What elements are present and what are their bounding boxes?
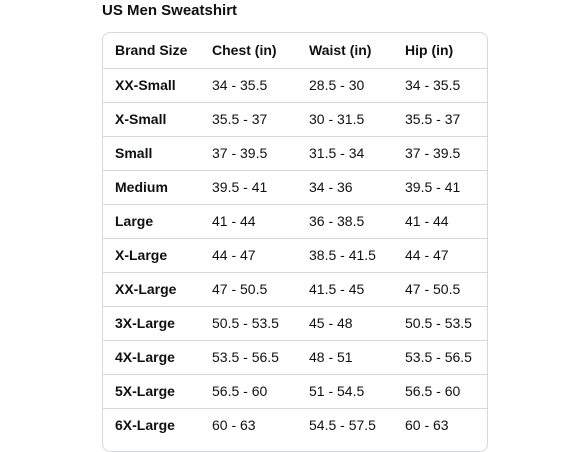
cell-brand-size: XX-Large [103, 272, 200, 307]
page-title: US Men Sweatshirt [102, 2, 238, 19]
cell-chest: 44 - 47 [200, 238, 297, 273]
table-row: Medium 39.5 - 41 34 - 36 39.5 - 41 [103, 170, 487, 205]
cell-chest: 37 - 39.5 [200, 136, 297, 171]
cell-hip: 37 - 39.5 [393, 136, 487, 171]
table-row: Small 37 - 39.5 31.5 - 34 37 - 39.5 [103, 136, 487, 171]
table-row: 3X-Large 50.5 - 53.5 45 - 48 50.5 - 53.5 [103, 306, 487, 341]
table-row: XX-Large 47 - 50.5 41.5 - 45 47 - 50.5 [103, 272, 487, 307]
header-hip: Hip (in) [393, 33, 487, 69]
cell-waist: 31.5 - 34 [297, 136, 393, 171]
cell-waist: 34 - 36 [297, 170, 393, 205]
cell-brand-size: 6X-Large [115, 417, 175, 434]
cell-brand-size: XX-Small [103, 68, 200, 103]
cell-chest: 50.5 - 53.5 [200, 306, 297, 341]
cell-waist: 51 - 54.5 [297, 374, 393, 409]
cell-waist: 30 - 31.5 [297, 102, 393, 137]
header-brand-size: Brand Size [103, 33, 200, 69]
cell-hip: 53.5 - 56.5 [393, 340, 487, 375]
cell-chest: 53.5 - 56.5 [200, 340, 297, 375]
cell-brand-size: 4X-Large [103, 340, 200, 375]
cell-hip: 50.5 - 53.5 [393, 306, 487, 341]
cell-brand-size: Small [103, 136, 200, 171]
cell-hip: 39.5 - 41 [393, 170, 487, 205]
header-waist: Waist (in) [297, 33, 393, 69]
cell-brand-size: Medium [103, 170, 200, 205]
cell-hip: 34 - 35.5 [393, 68, 487, 103]
cell-brand-size: X-Small [103, 102, 200, 137]
cell-chest: 60 - 63 [212, 417, 256, 434]
cell-waist: 54.5 - 57.5 [309, 417, 376, 434]
cell-waist: 41.5 - 45 [297, 272, 393, 307]
cell-waist: 28.5 - 30 [297, 68, 393, 103]
table-header-row: Brand Size Chest (in) Waist (in) Hip (in… [103, 33, 487, 69]
table-row: Large 41 - 44 36 - 38.5 41 - 44 [103, 204, 487, 239]
cell-brand-size: 3X-Large [103, 306, 200, 341]
table-row: X-Large 44 - 47 38.5 - 41.5 44 - 47 [103, 238, 487, 273]
cell-brand-size: X-Large [103, 238, 200, 273]
table-row: XX-Small 34 - 35.5 28.5 - 30 34 - 35.5 [103, 68, 487, 103]
header-chest: Chest (in) [200, 33, 297, 69]
cell-chest: 35.5 - 37 [200, 102, 297, 137]
table-row: 6X-Large 60 - 63 54.5 - 57.5 60 - 63 [103, 408, 487, 442]
size-table: Brand Size Chest (in) Waist (in) Hip (in… [103, 33, 487, 442]
cell-hip: 44 - 47 [393, 238, 487, 273]
cell-hip: 56.5 - 60 [393, 374, 487, 409]
cell-waist: 38.5 - 41.5 [297, 238, 393, 273]
cell-chest: 34 - 35.5 [200, 68, 297, 103]
size-chart-table: Brand Size Chest (in) Waist (in) Hip (in… [102, 32, 488, 452]
cell-chest: 39.5 - 41 [200, 170, 297, 205]
table-row: 4X-Large 53.5 - 56.5 48 - 51 53.5 - 56.5 [103, 340, 487, 375]
cell-hip: 60 - 63 [405, 417, 449, 434]
cell-waist: 48 - 51 [297, 340, 393, 375]
cell-brand-size: 5X-Large [103, 374, 200, 409]
cell-chest: 47 - 50.5 [200, 272, 297, 307]
cell-brand-size: Large [103, 204, 200, 239]
cell-waist: 45 - 48 [297, 306, 393, 341]
cell-hip: 35.5 - 37 [393, 102, 487, 137]
cell-hip: 47 - 50.5 [393, 272, 487, 307]
cell-chest: 56.5 - 60 [200, 374, 297, 409]
table-row: 5X-Large 56.5 - 60 51 - 54.5 56.5 - 60 [103, 374, 487, 409]
cell-waist: 36 - 38.5 [297, 204, 393, 239]
cell-hip: 41 - 44 [393, 204, 487, 239]
table-row: X-Small 35.5 - 37 30 - 31.5 35.5 - 37 [103, 102, 487, 137]
cell-chest: 41 - 44 [200, 204, 297, 239]
